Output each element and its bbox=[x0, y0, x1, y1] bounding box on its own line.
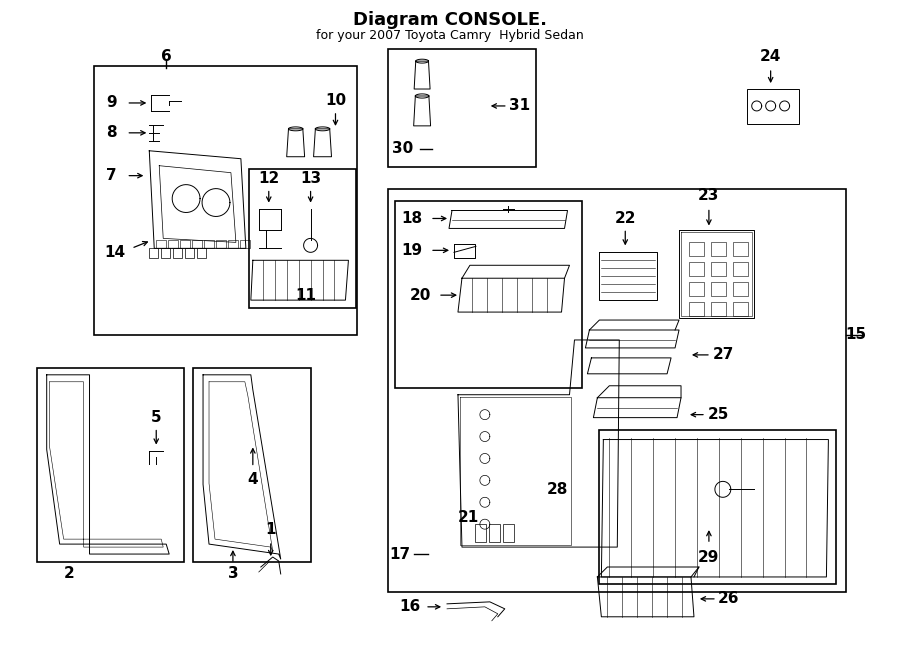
Bar bbox=[733, 282, 748, 296]
Text: for your 2007 Toyota Camry  Hybrid Sedan: for your 2007 Toyota Camry Hybrid Sedan bbox=[316, 29, 584, 42]
Bar bbox=[388, 49, 536, 167]
Text: 26: 26 bbox=[718, 592, 740, 606]
Text: 8: 8 bbox=[106, 126, 117, 140]
Text: 13: 13 bbox=[300, 171, 321, 186]
Text: 2: 2 bbox=[64, 566, 75, 582]
Bar bbox=[161, 249, 170, 258]
Text: 17: 17 bbox=[390, 547, 410, 562]
Text: 27: 27 bbox=[713, 348, 734, 362]
Text: 3: 3 bbox=[228, 566, 238, 582]
Bar bbox=[733, 243, 748, 256]
Bar bbox=[689, 302, 704, 316]
Bar bbox=[711, 243, 725, 256]
Text: 24: 24 bbox=[760, 49, 781, 63]
Text: 25: 25 bbox=[708, 407, 730, 422]
Text: 9: 9 bbox=[106, 95, 117, 110]
Text: 22: 22 bbox=[615, 211, 636, 226]
Bar bbox=[747, 89, 798, 124]
Text: 28: 28 bbox=[547, 482, 568, 497]
Bar bbox=[37, 368, 184, 562]
Bar bbox=[711, 282, 725, 296]
Bar bbox=[733, 302, 748, 316]
Bar bbox=[689, 243, 704, 256]
Text: 18: 18 bbox=[401, 211, 423, 226]
Text: 5: 5 bbox=[151, 410, 162, 425]
Bar bbox=[395, 200, 582, 388]
Text: Diagram CONSOLE.: Diagram CONSOLE. bbox=[353, 11, 547, 29]
Bar bbox=[168, 241, 178, 249]
Bar bbox=[149, 249, 158, 258]
Bar bbox=[240, 241, 250, 249]
Bar bbox=[94, 66, 357, 335]
Text: 11: 11 bbox=[295, 288, 316, 303]
Bar bbox=[180, 241, 190, 249]
Text: 16: 16 bbox=[400, 600, 421, 614]
Bar bbox=[475, 524, 486, 542]
Text: 10: 10 bbox=[325, 93, 346, 108]
Bar bbox=[388, 188, 846, 592]
Text: 30: 30 bbox=[392, 141, 413, 156]
Text: 14: 14 bbox=[104, 245, 125, 260]
Text: 4: 4 bbox=[248, 472, 258, 487]
Bar bbox=[489, 524, 500, 542]
Bar bbox=[711, 262, 725, 276]
Bar bbox=[689, 282, 704, 296]
Bar bbox=[173, 249, 182, 258]
Text: 23: 23 bbox=[698, 188, 720, 203]
Bar bbox=[689, 262, 704, 276]
Bar bbox=[503, 524, 514, 542]
Bar bbox=[711, 302, 725, 316]
Text: 19: 19 bbox=[401, 243, 423, 258]
Bar bbox=[228, 241, 238, 249]
Text: 29: 29 bbox=[698, 549, 720, 564]
Text: 7: 7 bbox=[106, 168, 117, 183]
Text: 6: 6 bbox=[161, 49, 172, 63]
Bar bbox=[194, 368, 310, 562]
Bar bbox=[204, 241, 214, 249]
Text: 31: 31 bbox=[509, 98, 530, 114]
Text: 15: 15 bbox=[846, 327, 867, 342]
Text: 1: 1 bbox=[266, 522, 276, 537]
Bar bbox=[197, 249, 206, 258]
Bar bbox=[216, 241, 226, 249]
Bar bbox=[185, 249, 194, 258]
Text: 12: 12 bbox=[258, 171, 279, 186]
Text: 21: 21 bbox=[457, 510, 479, 525]
Text: 20: 20 bbox=[410, 288, 431, 303]
Bar bbox=[157, 241, 166, 249]
Bar bbox=[733, 262, 748, 276]
Bar bbox=[248, 169, 356, 308]
Bar bbox=[192, 241, 202, 249]
Bar bbox=[599, 430, 836, 584]
